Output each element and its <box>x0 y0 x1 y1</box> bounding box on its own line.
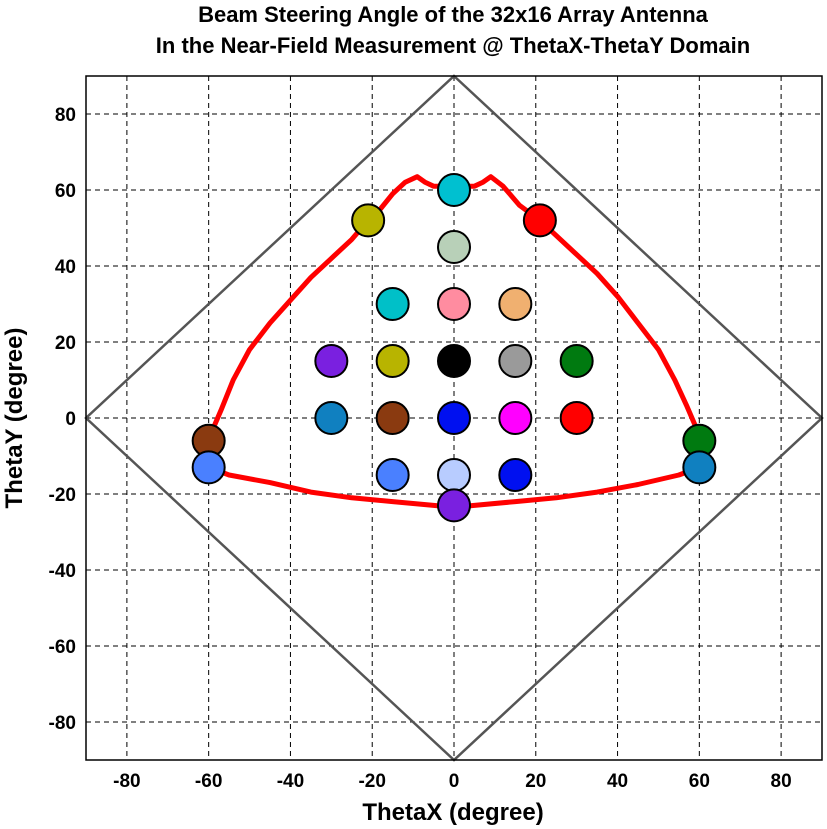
chart-title-line-2: In the Near-Field Measurement @ ThetaX-T… <box>156 33 750 58</box>
scatter-point-16 <box>559 401 594 435</box>
scatter-point-7 <box>314 344 349 378</box>
scatter-point-21 <box>375 458 410 492</box>
x-tick-label: -80 <box>113 771 140 792</box>
x-tick-labels: -80 -60 -40 -20 0 20 40 60 80 <box>113 771 792 792</box>
x-tick-label: -60 <box>195 771 222 792</box>
scatter-point-9 <box>437 344 471 378</box>
x-tick-label: 60 <box>689 771 710 792</box>
y-tick-label: -20 <box>49 485 76 506</box>
x-tick-label: -20 <box>358 771 385 792</box>
x-tick-label: 80 <box>771 771 792 792</box>
y-tick-label: 60 <box>55 181 76 202</box>
scatter-point-1 <box>351 203 386 238</box>
x-tick-label: -40 <box>277 771 304 792</box>
points-layer <box>191 173 717 523</box>
x-tick-label: 40 <box>607 771 628 792</box>
scatter-point-4 <box>375 287 410 321</box>
scatter-point-14 <box>437 401 471 435</box>
scatter-point-12 <box>314 401 349 435</box>
scatter-point-15 <box>498 401 533 435</box>
scatter-point-2 <box>522 203 557 238</box>
y-tick-label: 40 <box>55 257 76 278</box>
y-tick-label: 20 <box>55 333 76 354</box>
plot-frame <box>85 75 823 761</box>
scatter-point-6 <box>498 287 533 321</box>
chart-title-line-1: Beam Steering Angle of the 32x16 Array A… <box>198 2 709 27</box>
scatter-point-8 <box>375 344 410 378</box>
scatter-point-22 <box>437 458 471 492</box>
scatter-point-10 <box>498 344 533 378</box>
scatter-point-13 <box>375 401 410 435</box>
x-tick-label: 0 <box>449 771 460 792</box>
scatter-point-20 <box>682 450 717 485</box>
scatter-point-23 <box>498 458 533 492</box>
scatter-point-0 <box>437 173 471 207</box>
y-tick-labels: -80 -60 -40 -20 0 20 40 60 80 <box>49 105 76 734</box>
x-axis-label: ThetaX (degree) <box>362 799 543 826</box>
y-tick-label: -40 <box>49 561 76 582</box>
y-tick-label: 80 <box>55 105 76 126</box>
x-tick-label: 20 <box>525 771 546 792</box>
y-tick-label: 0 <box>65 409 76 430</box>
scatter-point-19 <box>191 450 226 485</box>
scatter-point-24 <box>437 488 471 523</box>
y-tick-label: -60 <box>49 637 76 658</box>
scatter-point-5 <box>437 287 471 321</box>
scatter-point-3 <box>437 230 471 264</box>
y-tick-label: -80 <box>49 713 76 734</box>
grid <box>86 76 822 760</box>
y-axis-label: ThetaY (degree) <box>1 328 28 509</box>
scatter-point-11 <box>559 344 594 378</box>
